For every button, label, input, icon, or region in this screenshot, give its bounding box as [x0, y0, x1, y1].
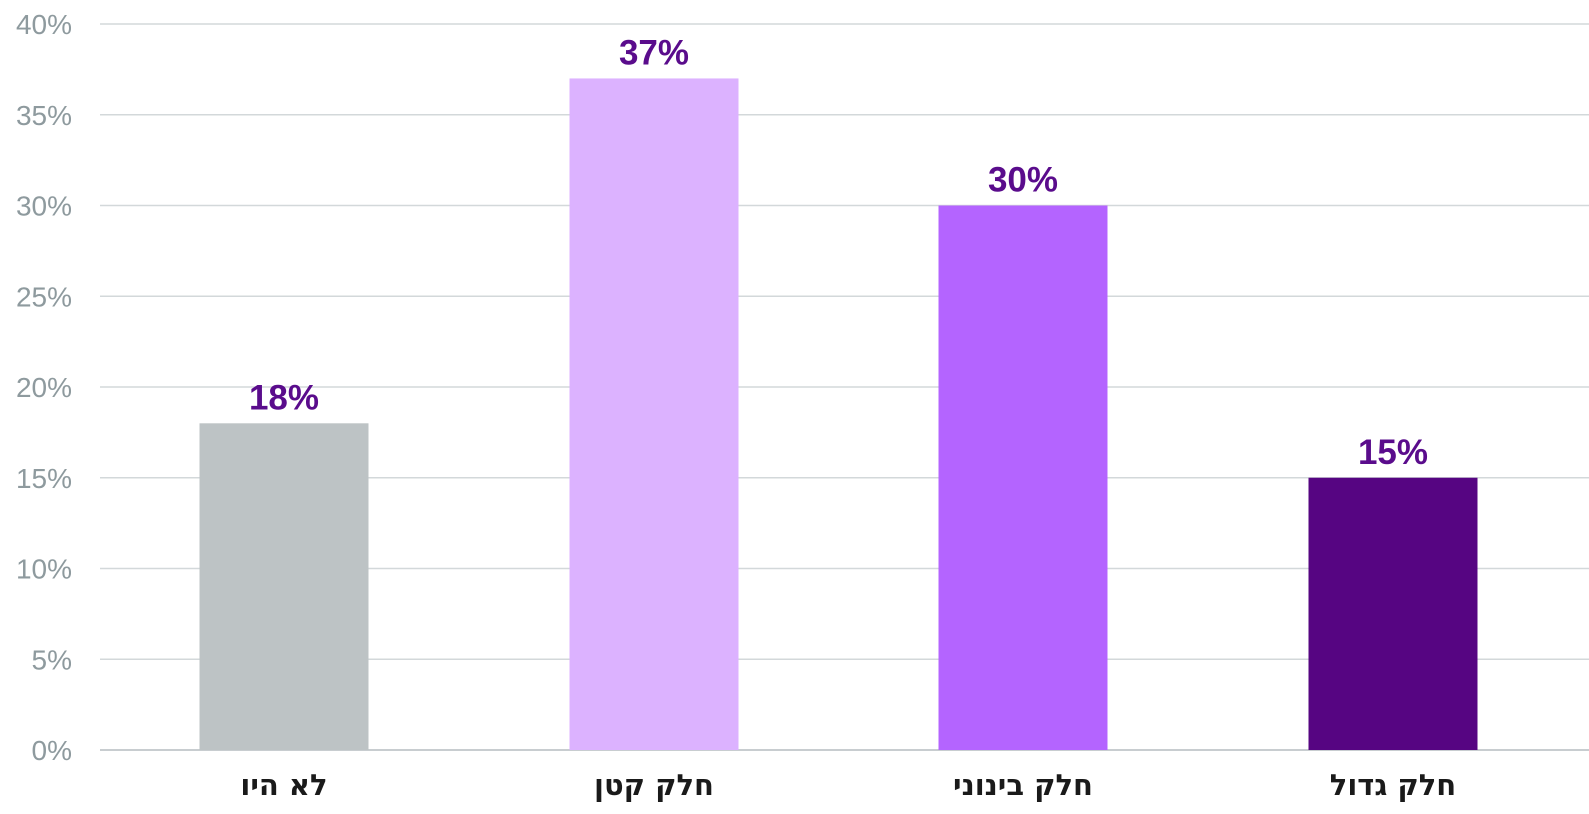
data-label: 37%	[619, 33, 689, 72]
y-tick-label: 15%	[16, 463, 72, 494]
bar-3	[938, 205, 1108, 750]
bars	[199, 78, 1478, 750]
y-tick-label: 35%	[16, 100, 72, 131]
x-tick-label: לא היו	[240, 768, 327, 802]
bar-2	[569, 78, 739, 750]
y-tick-label: 25%	[16, 281, 72, 312]
x-axis-categories: לא היו חלק קטן חלק בינוני חלק גדול	[240, 768, 1456, 802]
bar-4	[1308, 477, 1478, 750]
y-tick-label: 30%	[16, 191, 72, 222]
data-label: 15%	[1358, 433, 1428, 472]
y-tick-label: 40%	[16, 9, 72, 40]
y-tick-label: 20%	[16, 372, 72, 403]
y-axis-ticks: 0% 5% 10% 15% 20% 25% 30% 35% 40%	[16, 9, 72, 766]
x-tick-label: חלק גדול	[1330, 768, 1456, 802]
x-tick-label: חלק בינוני	[953, 768, 1093, 802]
y-tick-label: 5%	[32, 644, 72, 675]
x-tick-label: חלק קטן	[594, 768, 714, 802]
data-label: 18%	[249, 378, 319, 417]
bar-1	[199, 423, 369, 750]
y-tick-label: 0%	[32, 735, 72, 766]
y-tick-label: 10%	[16, 554, 72, 585]
data-label: 30%	[988, 161, 1058, 200]
value-labels: 18% 37% 30% 15%	[249, 33, 1428, 471]
